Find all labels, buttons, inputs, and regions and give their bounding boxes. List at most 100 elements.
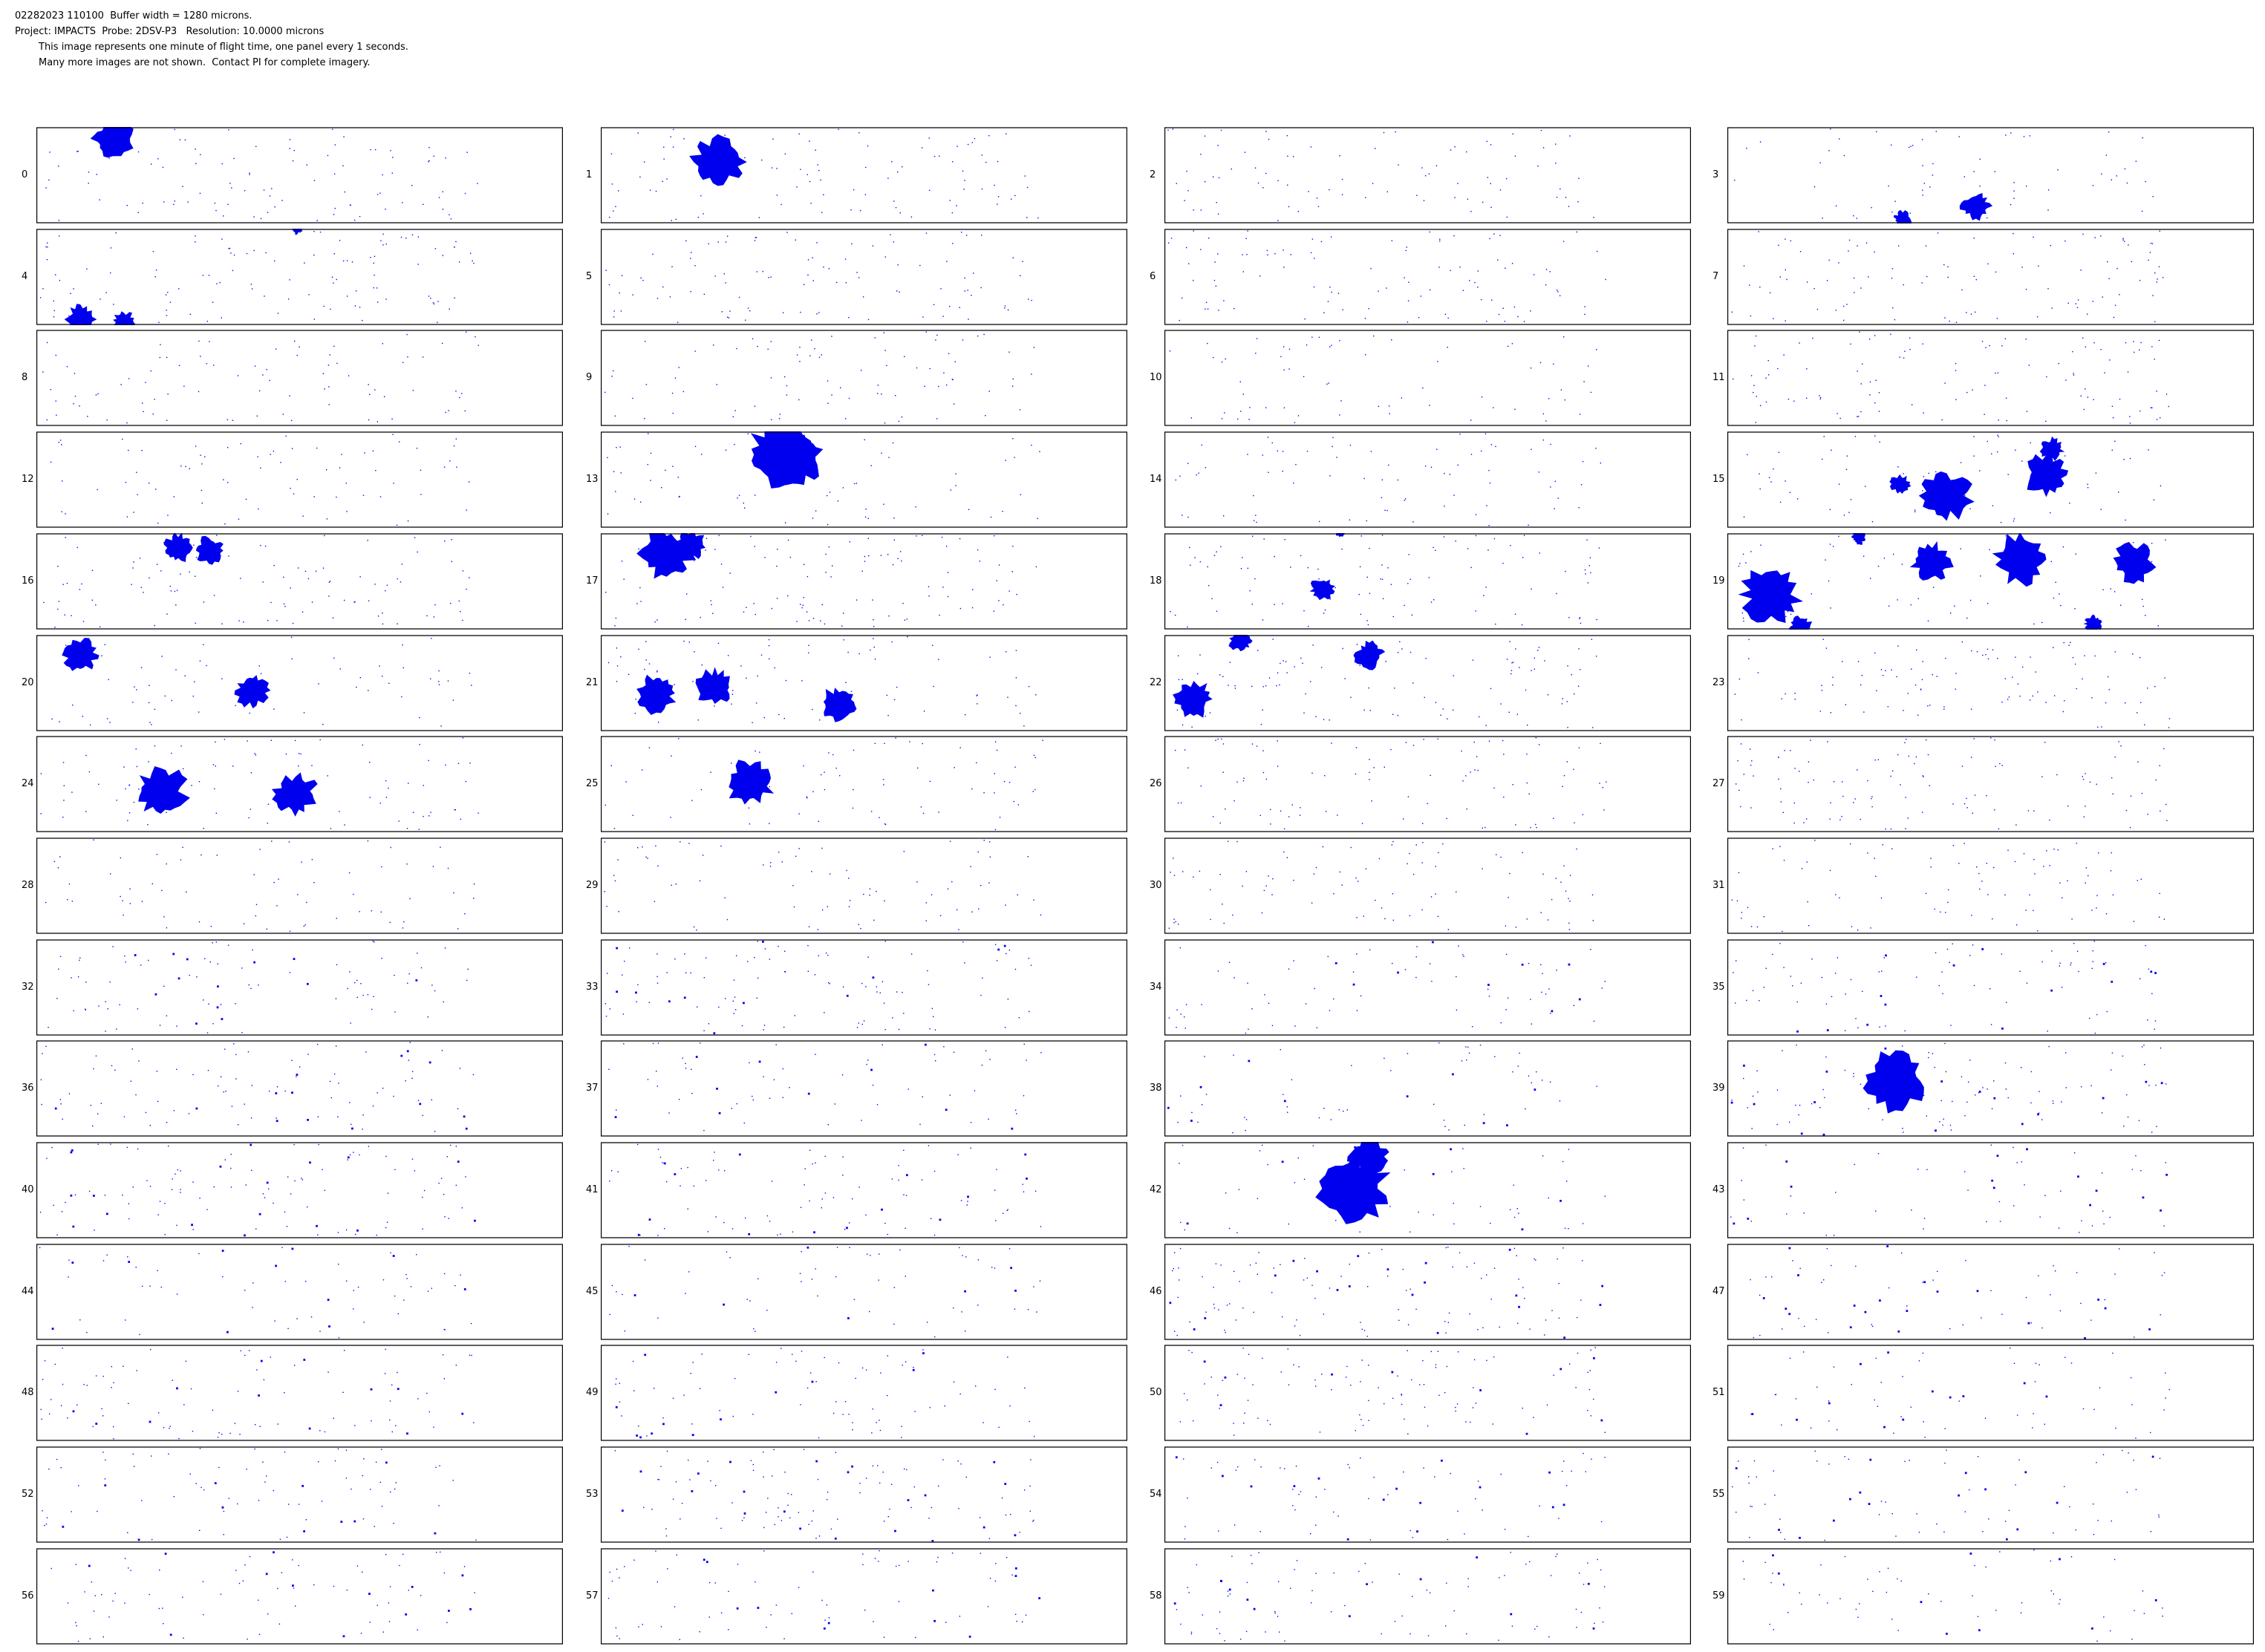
particle: [166, 357, 168, 359]
particle: [273, 564, 275, 567]
particle: [327, 1298, 330, 1301]
particle: [1502, 562, 1504, 564]
panel-label: 20: [22, 676, 34, 688]
particle: [1451, 1171, 1453, 1172]
particle: [1945, 657, 1946, 659]
particle: [53, 300, 55, 301]
particle: [1303, 376, 1305, 378]
particle-image: [138, 766, 190, 814]
particle: [1341, 178, 1343, 180]
particle: [1265, 778, 1268, 780]
particle: [625, 781, 627, 783]
particle: [2091, 967, 2093, 969]
particle: [1877, 565, 1880, 567]
particle: [1315, 866, 1317, 869]
particle: [853, 483, 856, 485]
particle: [1772, 848, 1773, 849]
particle: [149, 1125, 151, 1126]
particle: [1011, 571, 1013, 572]
particle: [1172, 1270, 1173, 1271]
particle: [176, 1387, 178, 1390]
particle: [856, 1026, 858, 1028]
particle: [123, 766, 125, 768]
particle: [887, 1233, 888, 1235]
particle: [316, 1044, 319, 1045]
particle: [1271, 1291, 1273, 1293]
particle: [466, 151, 468, 153]
particle: [241, 967, 243, 969]
particle: [247, 1051, 250, 1053]
particle: [1222, 515, 1225, 517]
particle: [148, 959, 149, 961]
particle: [615, 1406, 618, 1409]
particle: [443, 1378, 446, 1380]
panel-border: [602, 940, 1127, 1035]
image-panel: [1164, 229, 1691, 325]
particle: [726, 918, 729, 921]
particle: [178, 287, 180, 290]
particle: [1428, 577, 1430, 578]
particle: [750, 535, 752, 537]
particle: [362, 1518, 365, 1520]
particle: [662, 1162, 663, 1163]
particle: [988, 882, 990, 884]
particle: [903, 851, 905, 852]
particle: [1422, 841, 1424, 843]
particle: [221, 238, 223, 240]
particle: [57, 866, 59, 869]
particle: [1792, 1259, 1793, 1261]
particle: [738, 296, 740, 298]
particle: [276, 1086, 278, 1088]
particle: [385, 1227, 387, 1229]
particle: [1360, 535, 1362, 537]
particle: [1854, 1163, 1855, 1166]
particle: [1265, 172, 1267, 174]
particle: [360, 982, 362, 985]
particle: [2158, 266, 2160, 267]
particle: [656, 670, 658, 673]
particle: [1997, 434, 1998, 437]
particle: [1388, 464, 1389, 466]
particle: [1381, 578, 1384, 580]
particle: [2102, 589, 2104, 590]
particle: [189, 1473, 191, 1475]
panel-label: 51: [1712, 1387, 1725, 1399]
particle: [1826, 1028, 1829, 1031]
particle: [267, 803, 270, 806]
particle: [129, 888, 131, 889]
particle: [1407, 321, 1409, 323]
panel-border: [1728, 635, 2254, 730]
particle: [2072, 351, 2073, 353]
panel-border: [1728, 1041, 2254, 1136]
panel-border: [1165, 534, 1691, 629]
particle: [1232, 1132, 1233, 1134]
particle: [1867, 780, 1868, 782]
particle: [1835, 894, 1837, 895]
particle: [198, 711, 200, 713]
particle: [76, 546, 78, 548]
particle: [405, 1273, 407, 1276]
particle: [1381, 564, 1383, 566]
particle: [2137, 761, 2139, 763]
panel-label: 9: [586, 372, 593, 384]
particle: [1254, 578, 1256, 580]
particle: [616, 680, 618, 682]
particle: [1268, 1002, 1270, 1004]
particle: [1300, 555, 1302, 556]
particle: [639, 587, 641, 589]
particle: [1512, 1071, 1513, 1073]
particle: [964, 1290, 966, 1293]
particle: [1797, 1273, 1799, 1276]
particle: [932, 644, 933, 646]
particle: [1493, 1356, 1495, 1358]
particle: [173, 496, 175, 497]
particle: [185, 466, 186, 468]
particle: [61, 444, 62, 445]
particle: [1730, 1216, 1732, 1218]
particle: [296, 479, 298, 480]
particle: [2059, 882, 2061, 884]
particle: [1563, 1336, 1566, 1339]
particle: [60, 1405, 62, 1407]
particle: [198, 391, 200, 393]
particle: [615, 491, 616, 492]
